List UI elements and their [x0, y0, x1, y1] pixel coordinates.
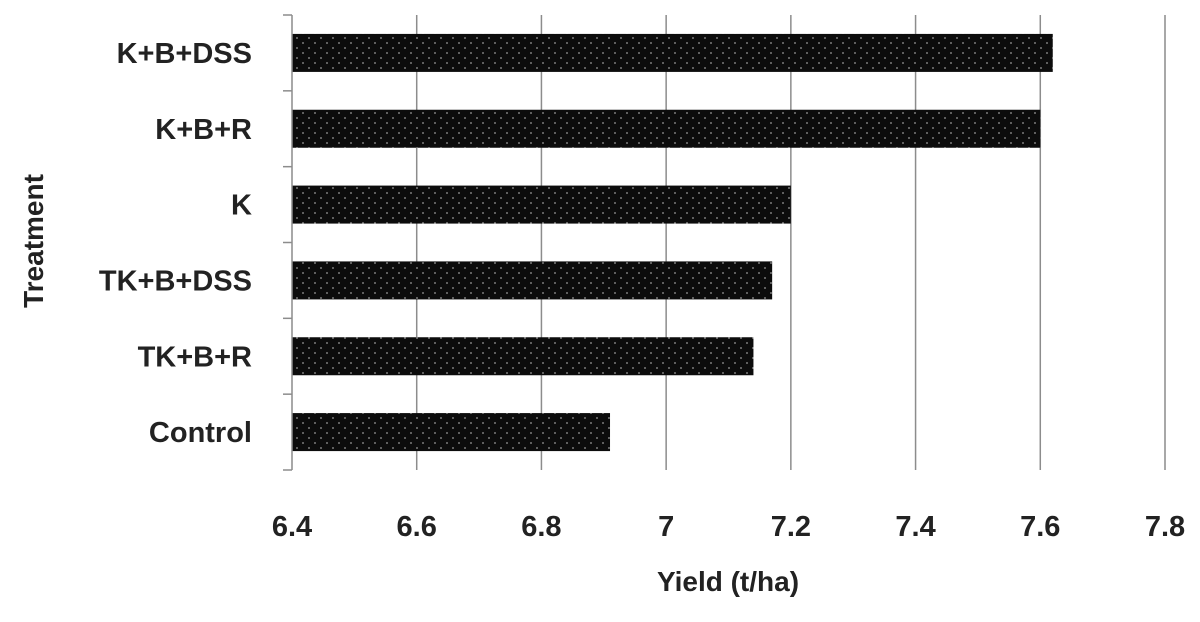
bar-control	[292, 413, 611, 452]
y-category-label: TK+B+DSS	[99, 265, 252, 297]
bar-tk-b-r	[292, 337, 754, 376]
y-category-label: K+B+DSS	[117, 38, 252, 70]
x-tick-label: 6.6	[397, 511, 437, 543]
x-tick-label: 7.8	[1145, 511, 1185, 543]
x-axis-title: Yield (t/ha)	[657, 566, 799, 597]
y-category-label: K	[231, 190, 252, 222]
bar-tk-b-dss	[292, 261, 773, 300]
x-tick-label: 6.8	[521, 511, 561, 543]
y-category-label: TK+B+R	[138, 341, 252, 373]
bar-k-b-r	[292, 109, 1041, 148]
axes: 6.4 6.6 6.8 7 7.2 7.4 7.6 7.8 K+B+DSS K+B+R K TK+B+…	[99, 14, 1185, 543]
bar-k	[292, 185, 791, 224]
gridlines	[415, 15, 1166, 470]
x-tick-label: 7.6	[1020, 511, 1060, 543]
y-axis-title: Treatment	[18, 174, 49, 308]
bar-k-b-dss	[292, 33, 1053, 72]
y-category-label: K+B+R	[155, 114, 252, 146]
bars	[292, 33, 1053, 452]
x-tick-label: 6.4	[272, 511, 312, 543]
x-tick-label: 7.4	[895, 511, 935, 543]
y-category-label: Control	[149, 417, 252, 449]
x-tick-label: 7	[658, 511, 674, 543]
x-tick-label: 7.2	[771, 511, 811, 543]
